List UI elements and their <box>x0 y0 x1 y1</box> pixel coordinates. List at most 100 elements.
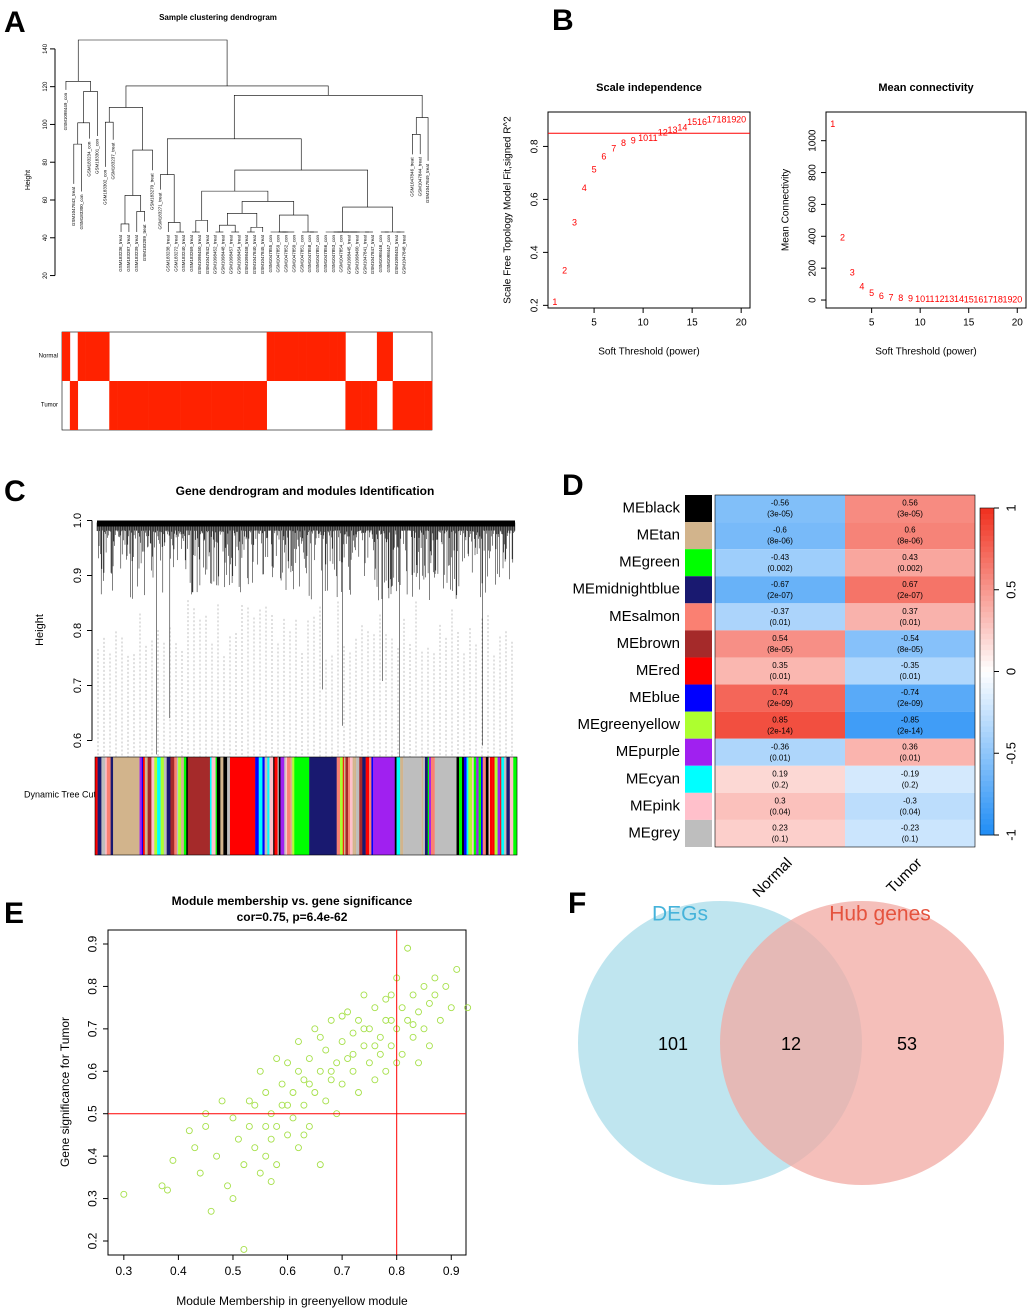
sample-label: GSM1047847_treat <box>370 234 375 274</box>
cell-value: -0.85 <box>901 715 920 724</box>
gene-point <box>202 1122 210 1130</box>
dendrogram-branch <box>77 122 90 145</box>
colorbar-step <box>980 720 994 727</box>
chart-title: Sample clustering dendrogram <box>159 13 277 22</box>
gene-point <box>344 1055 352 1063</box>
power-point: 17 <box>983 294 993 304</box>
module-band <box>455 757 457 855</box>
chart-title: Gene dendrogram and modules Identificati… <box>176 484 435 498</box>
x-tick-label: 10 <box>915 318 927 329</box>
cell-pvalue: (2e-14) <box>767 726 793 735</box>
cell-value: 0.36 <box>902 742 918 751</box>
module-band <box>513 757 518 855</box>
cell-value: 0.85 <box>772 715 788 724</box>
cell-value: -0.35 <box>901 661 920 670</box>
trait-cell <box>424 381 433 430</box>
x-tick-label: 10 <box>638 318 650 329</box>
module-band <box>113 757 140 855</box>
sample-label: GSM1047851_con <box>299 235 304 273</box>
colorbar-step <box>980 529 994 536</box>
gene-point <box>355 1089 362 1096</box>
colorbar-step <box>980 567 994 574</box>
cell-value: -0.67 <box>771 580 790 589</box>
plot-frame <box>107 929 467 1256</box>
trait-cell <box>290 332 299 381</box>
gene-point <box>218 1097 226 1105</box>
y-tick-label: 0.8 <box>530 139 541 153</box>
gene-point <box>305 1122 313 1130</box>
sample-label: GSM183272_treat <box>173 234 178 272</box>
sample-label: GSM1047845_treat <box>260 234 265 274</box>
module-label: MEgreenyellow <box>577 716 680 733</box>
colorbar-step <box>980 595 994 602</box>
module-band <box>166 757 171 855</box>
gene-point <box>300 1101 308 1109</box>
gene-point <box>349 1050 357 1058</box>
module-label: MEbrown <box>617 635 680 652</box>
sample-label: GSM1098450_treat <box>197 234 202 274</box>
cell-pvalue: (0.01) <box>770 753 791 762</box>
module-band <box>292 757 295 855</box>
gene-point <box>327 1067 335 1075</box>
y-tick-label: 100 <box>43 119 49 130</box>
module-band <box>488 757 491 855</box>
trait-cell <box>101 332 110 381</box>
cell-value: 0.19 <box>772 769 788 778</box>
colorbar-step <box>980 829 994 836</box>
colorbar-label: 0 <box>1003 668 1018 675</box>
heatmap-frame <box>714 494 976 848</box>
module-label: MEred <box>636 662 680 679</box>
power-point: 16 <box>973 294 983 304</box>
sample-label: GSM1047853_con <box>331 235 336 273</box>
column-label: Tumor <box>883 855 925 897</box>
chart-title: Module membership vs. gene significance <box>172 894 413 908</box>
trait-cell <box>187 381 197 430</box>
y-tick-label: 600 <box>808 196 819 213</box>
gene-point <box>376 1050 384 1058</box>
dendrogram-branch <box>104 121 114 167</box>
trait-cell <box>408 381 417 430</box>
colorbar-step <box>980 644 994 651</box>
module-label: MEcyan <box>626 770 680 787</box>
dendrogram-branch <box>234 169 368 208</box>
trait-cell <box>243 381 252 430</box>
colorbar-step <box>980 584 994 591</box>
cell-pvalue: (0.01) <box>900 618 921 627</box>
heat-cell <box>845 603 975 631</box>
module-band <box>343 757 346 855</box>
trait-cell <box>353 381 362 430</box>
gene-point <box>333 1059 341 1067</box>
y-tick-label: 0.2 <box>530 298 541 312</box>
heat-cell <box>715 630 845 658</box>
y-tick-label: 1000 <box>808 129 819 152</box>
gene-point <box>316 1067 324 1075</box>
heat-cell <box>845 549 975 577</box>
heat-cell <box>845 495 975 523</box>
trait-cell <box>85 332 94 381</box>
module-band <box>345 757 349 855</box>
gene-point <box>284 1101 291 1109</box>
y-tick-label: 800 <box>808 164 819 181</box>
gene-point <box>425 1042 433 1050</box>
gene-point <box>278 1080 286 1088</box>
y-tick-label: 60 <box>43 196 49 203</box>
gene-point <box>338 1080 346 1088</box>
module-band <box>280 757 285 855</box>
sample-label: GSM183289_treat <box>142 224 147 262</box>
trait-cell <box>337 332 346 381</box>
colorbar-step <box>980 791 994 798</box>
power-point: 18 <box>717 114 727 124</box>
panel-label: E <box>4 897 24 930</box>
colorbar-step <box>980 540 994 547</box>
module-band <box>456 757 460 855</box>
module-band <box>400 757 404 855</box>
x-axis-label: Module Membership in greenyellow module <box>176 1294 408 1308</box>
colorbar-step <box>980 546 994 553</box>
module-band <box>485 757 489 855</box>
trait-cell <box>180 381 189 430</box>
module-band <box>369 757 372 855</box>
gene-point <box>447 1004 455 1012</box>
module-band <box>277 757 280 855</box>
trait-cell <box>124 381 134 430</box>
gene-point <box>289 1114 297 1122</box>
